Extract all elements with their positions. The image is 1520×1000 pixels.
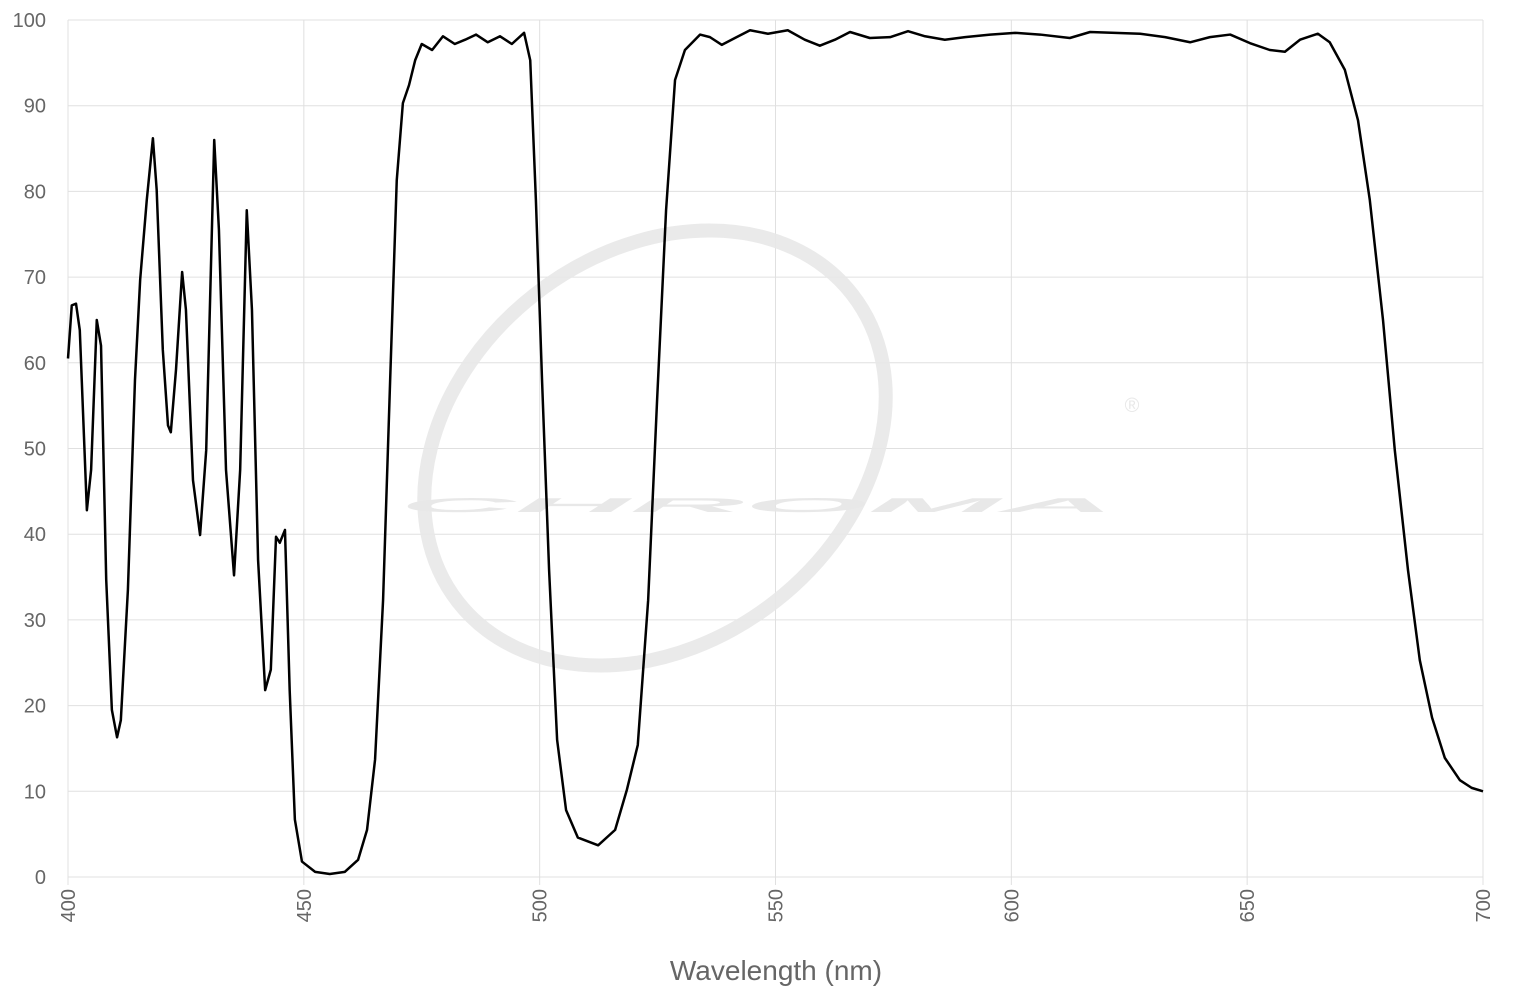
- y-tick-label: 30: [24, 610, 46, 632]
- x-tick-label: 400: [58, 889, 80, 922]
- y-tick-label: 80: [24, 181, 46, 203]
- x-tick-label: 500: [530, 889, 552, 922]
- watermark-swoosh: [417, 223, 893, 673]
- watermark-text: CHROMA: [400, 495, 1115, 517]
- x-tick-label: 700: [1473, 889, 1495, 922]
- x-tick-label: 550: [766, 889, 788, 922]
- y-tick-label: 0: [35, 867, 46, 889]
- y-tick-label: 40: [24, 524, 46, 546]
- y-tick-label: 10: [24, 781, 46, 803]
- y-tick-label: 50: [24, 439, 46, 461]
- x-axis-title: Wavelength (nm): [670, 955, 882, 986]
- spectrum-line: [66, 29, 1484, 876]
- watermark: CHROMA ®: [400, 223, 1140, 673]
- y-tick-label: 70: [24, 267, 46, 289]
- x-tick-label: 650: [1237, 889, 1259, 922]
- y-tick-label: 20: [24, 696, 46, 718]
- y-tick-label: 60: [24, 353, 46, 375]
- watermark-symbol: ®: [1125, 395, 1140, 417]
- y-tick-label: 90: [24, 96, 46, 118]
- grid: [67, 19, 1484, 885]
- y-tick-label: 100: [13, 10, 46, 32]
- x-tick-label: 450: [294, 889, 316, 922]
- x-tick-label: 600: [1001, 889, 1023, 922]
